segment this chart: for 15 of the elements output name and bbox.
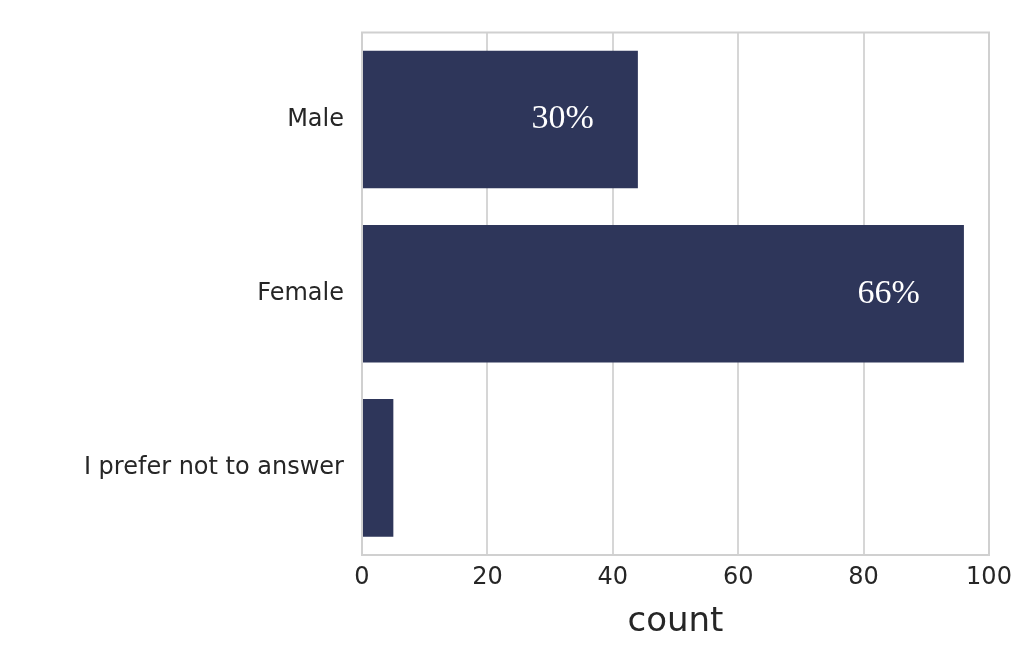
y-tick-label: Female xyxy=(257,277,344,306)
x-tick-label: 80 xyxy=(848,561,879,590)
x-tick-label: 60 xyxy=(722,561,754,590)
x-tick-label: 0 xyxy=(354,561,370,590)
y-tick-label: Male xyxy=(287,103,344,132)
annotation: 66% xyxy=(857,272,920,310)
annotation: 30% xyxy=(531,98,594,136)
bar xyxy=(363,50,638,189)
x-tick-label: 20 xyxy=(472,561,503,590)
x-tick-label: 40 xyxy=(597,561,629,590)
y-tick-label: I prefer not to answer xyxy=(83,452,345,481)
x-axis-title: count xyxy=(627,599,724,640)
x-tick-label: 100 xyxy=(966,561,1012,590)
bar xyxy=(363,399,394,537)
bar xyxy=(363,224,964,363)
